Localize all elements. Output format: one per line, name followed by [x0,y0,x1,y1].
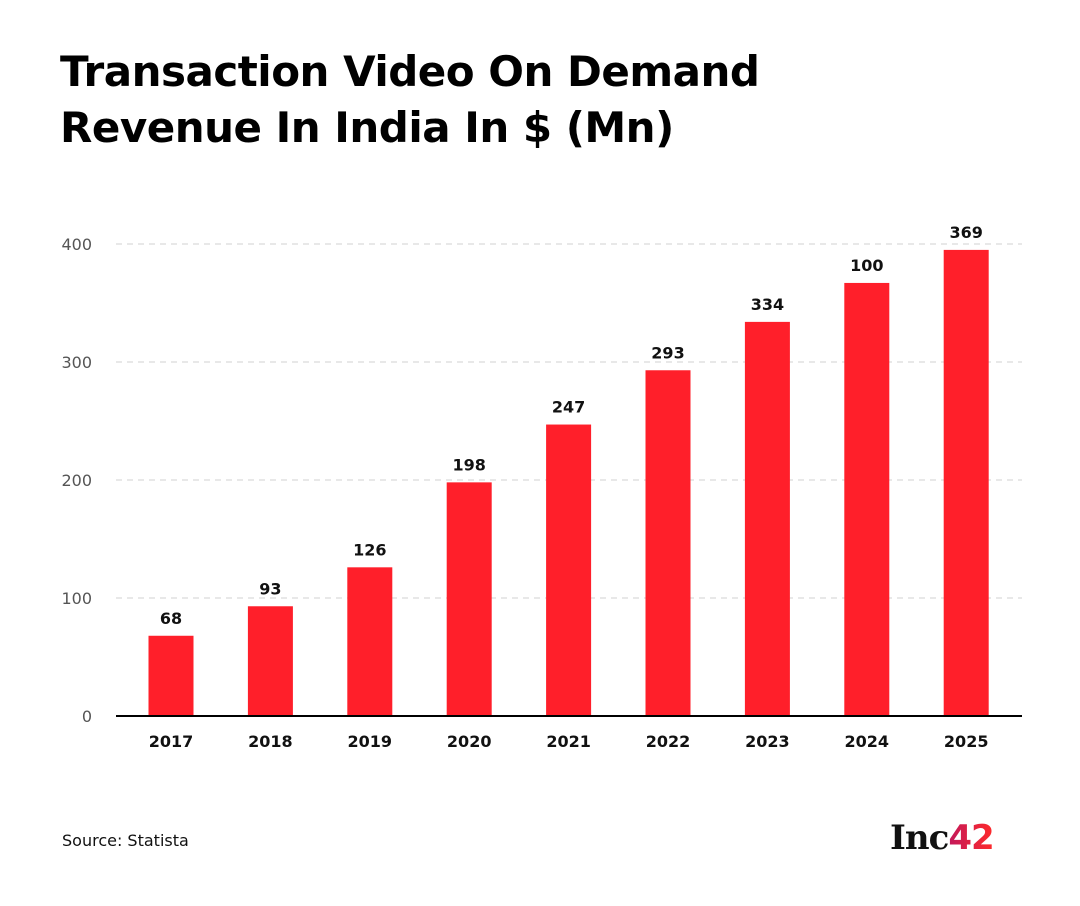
x-tick-label: 2022 [646,732,691,751]
x-tick-label: 2021 [546,732,591,751]
y-tick-label: 0 [82,707,92,726]
inc42-logo: Inc42 [890,818,995,858]
data-label: 93 [259,579,281,598]
bar [148,635,194,716]
data-label: 369 [949,223,982,242]
x-tick-label: 2019 [348,732,393,751]
source-note: Source: Statista [62,831,189,850]
chart-title: Transaction Video On Demand Revenue In I… [60,44,760,156]
y-axis-ticks: 0 100 200 300 400 [61,235,92,726]
chart-title-line-2: Revenue In India In $ (Mn) [60,103,674,152]
y-tick-label: 200 [61,471,92,490]
bar [645,370,691,716]
x-tick-label: 2018 [248,732,293,751]
data-label: 334 [751,295,784,314]
bars [148,249,989,716]
y-tick-label: 400 [61,235,92,254]
bar [446,482,492,716]
x-tick-label: 2025 [944,732,989,751]
bar [546,424,592,716]
data-labels: 68 93 126 198 247 293 334 100 369 [160,223,983,628]
data-label: 100 [850,256,883,275]
bar [844,282,890,716]
chart-title-line-1: Transaction Video On Demand [60,47,760,96]
bar [943,249,989,716]
logo-text: Inc [890,818,949,858]
x-axis-ticks: 2017 2018 2019 2020 2021 2022 2023 2024 2025 [149,732,989,751]
data-label: 247 [552,398,585,417]
y-tick-label: 300 [61,353,92,372]
data-label: 198 [452,455,485,474]
bar [744,321,790,716]
x-tick-label: 2020 [447,732,492,751]
x-tick-label: 2024 [845,732,890,751]
data-label: 293 [651,343,684,362]
x-tick-label: 2017 [149,732,194,751]
x-tick-label: 2023 [745,732,790,751]
bar [347,567,393,716]
data-label: 126 [353,540,386,559]
y-tick-label: 100 [61,589,92,608]
bar [247,606,293,716]
logo-number: 42 [948,818,994,858]
data-label: 68 [160,609,182,628]
